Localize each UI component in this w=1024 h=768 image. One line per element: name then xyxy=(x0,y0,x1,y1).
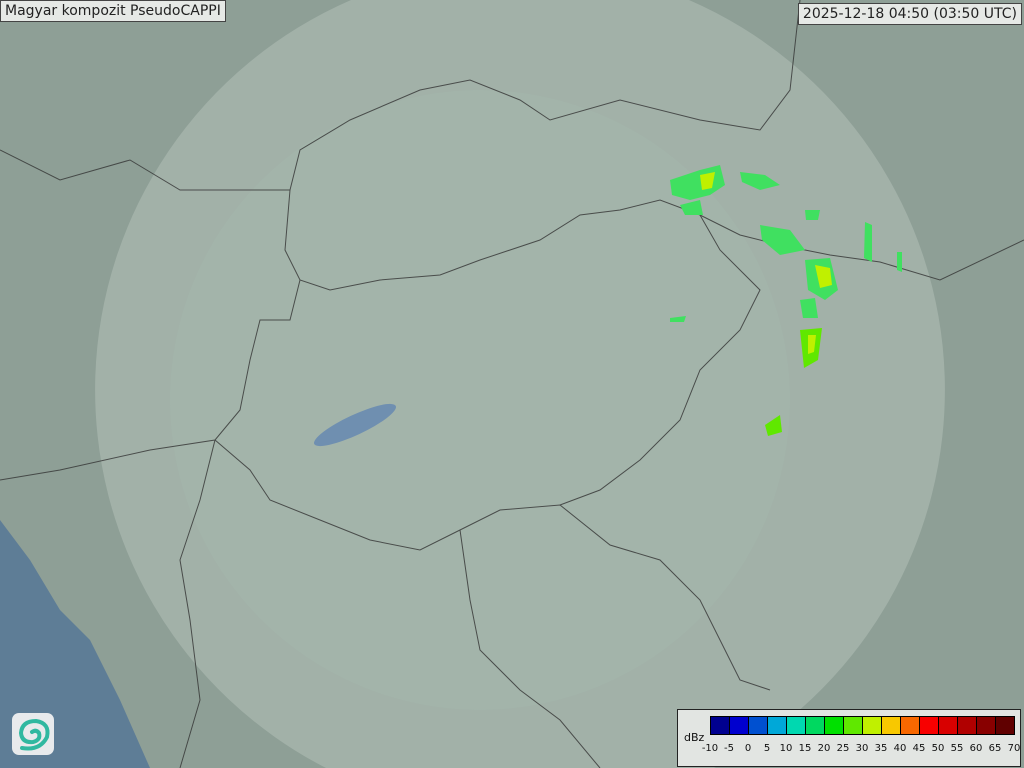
legend-ticks: -10 -5 0 5 10 15 20 25 30 35 40 45 50 55 60 65 70 xyxy=(700,743,1021,759)
legend-swatch xyxy=(920,717,939,734)
radar-echo xyxy=(740,172,780,190)
lake-balaton xyxy=(313,403,397,447)
radar-echo xyxy=(670,316,686,322)
radar-echo xyxy=(760,225,805,255)
legend-swatch xyxy=(996,717,1014,734)
legend-tick-label: 10 xyxy=(779,743,793,754)
legend-swatch xyxy=(749,717,768,734)
radar-echo xyxy=(765,415,782,436)
radar-echo xyxy=(805,210,820,220)
radar-echo xyxy=(800,298,818,318)
radar-echo xyxy=(680,200,703,215)
legend-swatch xyxy=(806,717,825,734)
legend-swatch xyxy=(844,717,863,734)
legend-swatch xyxy=(768,717,787,734)
legend-swatch xyxy=(787,717,806,734)
legend-tick-label: 15 xyxy=(798,743,812,754)
radar-coverage-inner xyxy=(170,90,790,710)
legend-tick-label: 35 xyxy=(874,743,888,754)
radar-coverage-outer xyxy=(95,0,945,768)
legend-tick-label: 70 xyxy=(1007,743,1021,754)
legend-tick-label: 55 xyxy=(950,743,964,754)
legend-swatch xyxy=(825,717,844,734)
legend-swatch xyxy=(901,717,920,734)
legend-tick-label: 30 xyxy=(855,743,869,754)
legend-tick-label: 25 xyxy=(836,743,850,754)
legend-tick-label: -5 xyxy=(724,743,734,754)
legend-tick-label: 20 xyxy=(817,743,831,754)
adriatic-sea xyxy=(0,520,150,768)
legend-tick-label: 50 xyxy=(931,743,945,754)
legend-swatch xyxy=(863,717,882,734)
legend-tick-label: 5 xyxy=(763,743,771,754)
legend-swatch xyxy=(882,717,901,734)
radar-echo xyxy=(700,172,715,190)
legend-tick-label: 0 xyxy=(744,743,752,754)
legend-tick-label: 40 xyxy=(893,743,907,754)
legend-unit: dBz xyxy=(684,731,705,744)
legend-swatch xyxy=(977,717,996,734)
legend-swatch xyxy=(711,717,730,734)
radar-echoes xyxy=(670,165,902,436)
radar-echo xyxy=(808,335,816,354)
legend-swatch xyxy=(958,717,977,734)
radar-echo xyxy=(815,265,832,288)
radar-echo xyxy=(897,252,902,272)
legend-swatch xyxy=(730,717,749,734)
legend-tick-label: -10 xyxy=(701,743,719,754)
dbz-legend: dBz -10 -5 0 5 10 15 20 25 30 35 40 45 50 55 60 65 70 xyxy=(677,709,1021,767)
logo-swirl-icon xyxy=(12,713,54,755)
legend-color-bar xyxy=(710,716,1015,735)
legend-tick-label: 45 xyxy=(912,743,926,754)
legend-tick-label: 65 xyxy=(988,743,1002,754)
radar-echo xyxy=(864,222,872,262)
legend-swatch xyxy=(939,717,958,734)
timestamp: 2025-12-18 04:50 (03:50 UTC) xyxy=(797,3,1022,25)
legend-tick-label: 60 xyxy=(969,743,983,754)
map-title: Magyar kompozit PseudoCAPPI xyxy=(0,0,226,22)
